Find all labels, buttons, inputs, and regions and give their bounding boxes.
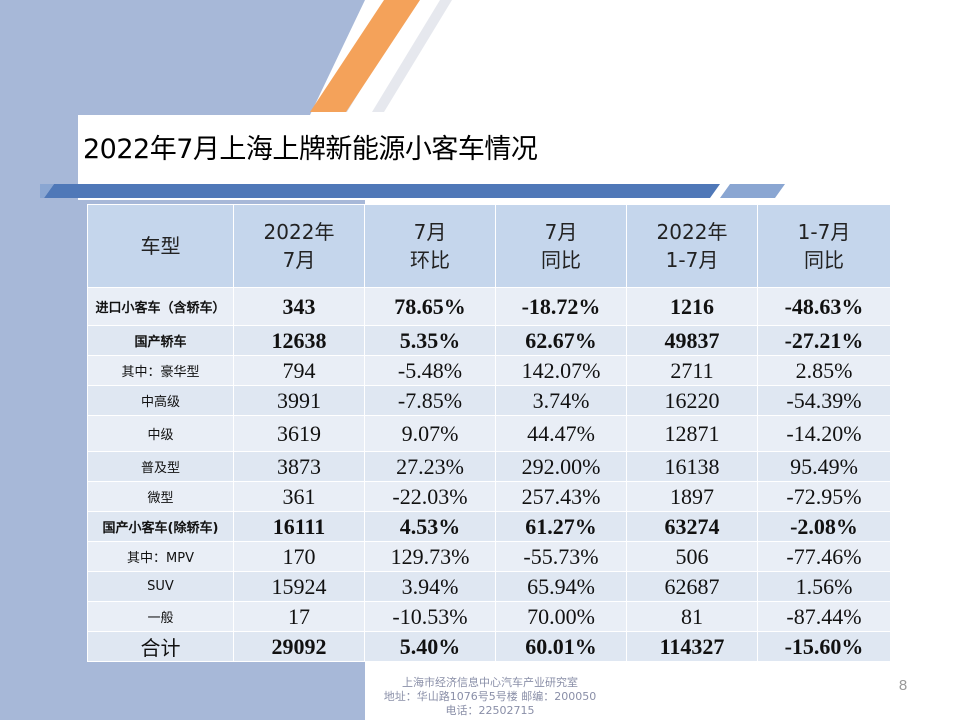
data-table: 车型 2022年 7月 7月 环比 7月 同比 2022年 1-7月 1-7月 同比 进口… [87,204,891,662]
cell-ytd: 1897 [626,481,758,512]
cell-ytd-yoy: 2.85% [757,355,891,386]
cell-jul: 3873 [233,451,365,482]
cell-yoy: -55.73% [495,541,627,572]
cell-mom: 4.53% [364,511,496,542]
cell-ytd: 114327 [626,631,758,662]
cell-jul: 12638 [233,325,365,356]
cell-ytd-yoy: -87.44% [757,601,891,632]
cell-mom: 5.40% [364,631,496,662]
cell-mom: 9.07% [364,415,496,452]
cell-mom: 78.65% [364,287,496,326]
table-row: 中高级 3991 -7.85% 3.74% 16220 -54.39% [87,385,891,416]
cell-yoy: 257.43% [495,481,627,512]
cell-mom: -5.48% [364,355,496,386]
cell-yoy: 142.07% [495,355,627,386]
table-row: 国产轿车 12638 5.35% 62.67% 49837 -27.21% [87,325,891,356]
header-ytd-2022: 2022年 1-7月 [626,204,758,288]
header-vehicle-type: 车型 [87,204,234,288]
footer-phone: 电话：22502715 [445,704,535,717]
row-label: 普及型 [87,451,234,482]
footer-address: 地址：华山路1076号5号楼 邮编：200050 [383,690,597,703]
cell-jul: 15924 [233,571,365,602]
cell-mom: 129.73% [364,541,496,572]
table-row: 中级 3619 9.07% 44.47% 12871 -14.20% [87,415,891,452]
row-label: 中级 [87,415,234,452]
cell-yoy: 61.27% [495,511,627,542]
cell-jul: 17 [233,601,365,632]
cell-mom: 27.23% [364,451,496,482]
cell-jul: 3619 [233,415,365,452]
page-title: 2022年7月上海上牌新能源小客车情况 [83,134,538,165]
row-label: 进口小客车（含轿车） [87,287,234,326]
cell-mom: 3.94% [364,571,496,602]
row-label: 微型 [87,481,234,512]
cell-ytd-yoy: -14.20% [757,415,891,452]
footer-org: 上海市经济信息中心汽车产业研究室 [402,676,578,689]
cell-ytd: 16220 [626,385,758,416]
cell-yoy: 292.00% [495,451,627,482]
cell-ytd-yoy: 1.56% [757,571,891,602]
cell-ytd: 2711 [626,355,758,386]
cell-ytd-yoy: -27.21% [757,325,891,356]
page-number: 8 [898,677,908,694]
row-label: 国产小客车(除轿车) [87,511,234,542]
cell-jul: 361 [233,481,365,512]
cell-yoy: 44.47% [495,415,627,452]
cell-mom: -7.85% [364,385,496,416]
cell-yoy: -18.72% [495,287,627,326]
cell-ytd-yoy: -77.46% [757,541,891,572]
table-row: 进口小客车（含轿车） 343 78.65% -18.72% 1216 -48.63% [87,287,891,326]
header-jul-yoy: 7月 同比 [495,204,627,288]
table-row: 一般 17 -10.53% 70.00% 81 -87.44% [87,601,891,632]
cell-ytd-yoy: -15.60% [757,631,891,662]
row-label: 中高级 [87,385,234,416]
cell-jul: 16111 [233,511,365,542]
row-label: SUV [87,571,234,602]
row-label: 国产轿车 [87,325,234,356]
cell-yoy: 65.94% [495,571,627,602]
header-jul-mom: 7月 环比 [364,204,496,288]
header-ytd-yoy: 1-7月 同比 [757,204,891,288]
title-underline [40,184,785,198]
cell-ytd-yoy: -2.08% [757,511,891,542]
cell-ytd: 81 [626,601,758,632]
cell-jul: 3991 [233,385,365,416]
cell-ytd: 12871 [626,415,758,452]
row-label: 其中：MPV [87,541,234,572]
row-label: 其中：豪华型 [87,355,234,386]
cell-ytd-yoy: -72.95% [757,481,891,512]
cell-jul: 29092 [233,631,365,662]
cell-ytd: 63274 [626,511,758,542]
table-row: 普及型 3873 27.23% 292.00% 16138 95.49% [87,451,891,482]
table-row: 其中：豪华型 794 -5.48% 142.07% 2711 2.85% [87,355,891,386]
cell-ytd: 1216 [626,287,758,326]
cell-ytd-yoy: -54.39% [757,385,891,416]
cell-ytd: 506 [626,541,758,572]
cell-yoy: 70.00% [495,601,627,632]
row-label: 合计 [87,631,234,662]
cell-jul: 794 [233,355,365,386]
table-row: 合计 29092 5.40% 60.01% 114327 -15.60% [87,631,891,662]
table-row: 其中：MPV 170 129.73% -55.73% 506 -77.46% [87,541,891,572]
cell-yoy: 62.67% [495,325,627,356]
cell-ytd-yoy: -48.63% [757,287,891,326]
row-label: 一般 [87,601,234,632]
cell-ytd: 49837 [626,325,758,356]
cell-jul: 170 [233,541,365,572]
header-jul-2022: 2022年 7月 [233,204,365,288]
cell-mom: -22.03% [364,481,496,512]
cell-mom: 5.35% [364,325,496,356]
table-header-row: 车型 2022年 7月 7月 环比 7月 同比 2022年 1-7月 1-7月 同比 [87,204,891,288]
table-row: SUV 15924 3.94% 65.94% 62687 1.56% [87,571,891,602]
cell-ytd: 16138 [626,451,758,482]
cell-ytd-yoy: 95.49% [757,451,891,482]
cell-yoy: 3.74% [495,385,627,416]
cell-ytd: 62687 [626,571,758,602]
table-row: 微型 361 -22.03% 257.43% 1897 -72.95% [87,481,891,512]
footer: 上海市经济信息中心汽车产业研究室 地址：华山路1076号5号楼 邮编：20005… [340,676,640,718]
cell-jul: 343 [233,287,365,326]
cell-mom: -10.53% [364,601,496,632]
table-row: 国产小客车(除轿车) 16111 4.53% 61.27% 63274 -2.08% [87,511,891,542]
cell-yoy: 60.01% [495,631,627,662]
